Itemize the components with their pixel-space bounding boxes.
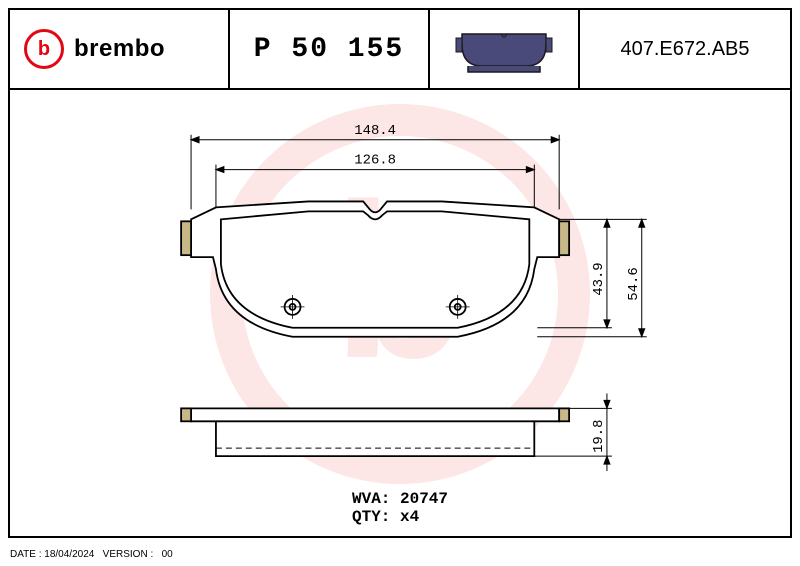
brand-cell: b brembo	[10, 10, 230, 88]
dim-inner-height: 43.9	[591, 262, 607, 295]
edge-view	[181, 408, 569, 456]
front-view	[181, 201, 569, 336]
header-row: b brembo P 50 155 407.E672.AB5	[10, 10, 790, 90]
technical-drawing: 148.4 126.8	[10, 90, 790, 536]
dim-overall-width: 148.4	[354, 123, 396, 139]
brembo-logo-icon: b	[24, 29, 64, 69]
footer-version-value: 00	[162, 549, 173, 560]
brand-name: brembo	[74, 35, 165, 63]
footer-date-value: 18/04/2024	[44, 549, 94, 560]
code-cell: 407.E672.AB5	[580, 10, 790, 88]
dim-overall-height: 54.6	[626, 267, 642, 300]
brake-pad-icon	[454, 24, 554, 74]
qty-value: x4	[400, 508, 419, 526]
info-block: WVA: 20747 QTY: x4	[352, 490, 448, 526]
footer-version-label: VERSION :	[103, 549, 154, 560]
pad-icon-cell	[430, 10, 580, 88]
drawing-sheet: b brembo P 50 155 407.E672.AB5	[8, 8, 792, 538]
wva-label: WVA:	[352, 490, 390, 508]
drawing-area: 148.4 126.8	[10, 90, 790, 536]
part-number-cell: P 50 155	[230, 10, 430, 88]
code: 407.E672.AB5	[621, 38, 750, 61]
part-number: P 50 155	[254, 34, 404, 65]
dim-inner-width: 126.8	[354, 153, 396, 169]
footer: DATE : 18/04/2024 VERSION : 00	[10, 549, 173, 560]
qty-label: QTY:	[352, 508, 390, 526]
wva-value: 20747	[400, 490, 448, 508]
footer-date-label: DATE :	[10, 549, 41, 560]
dim-thickness: 19.8	[591, 420, 607, 453]
